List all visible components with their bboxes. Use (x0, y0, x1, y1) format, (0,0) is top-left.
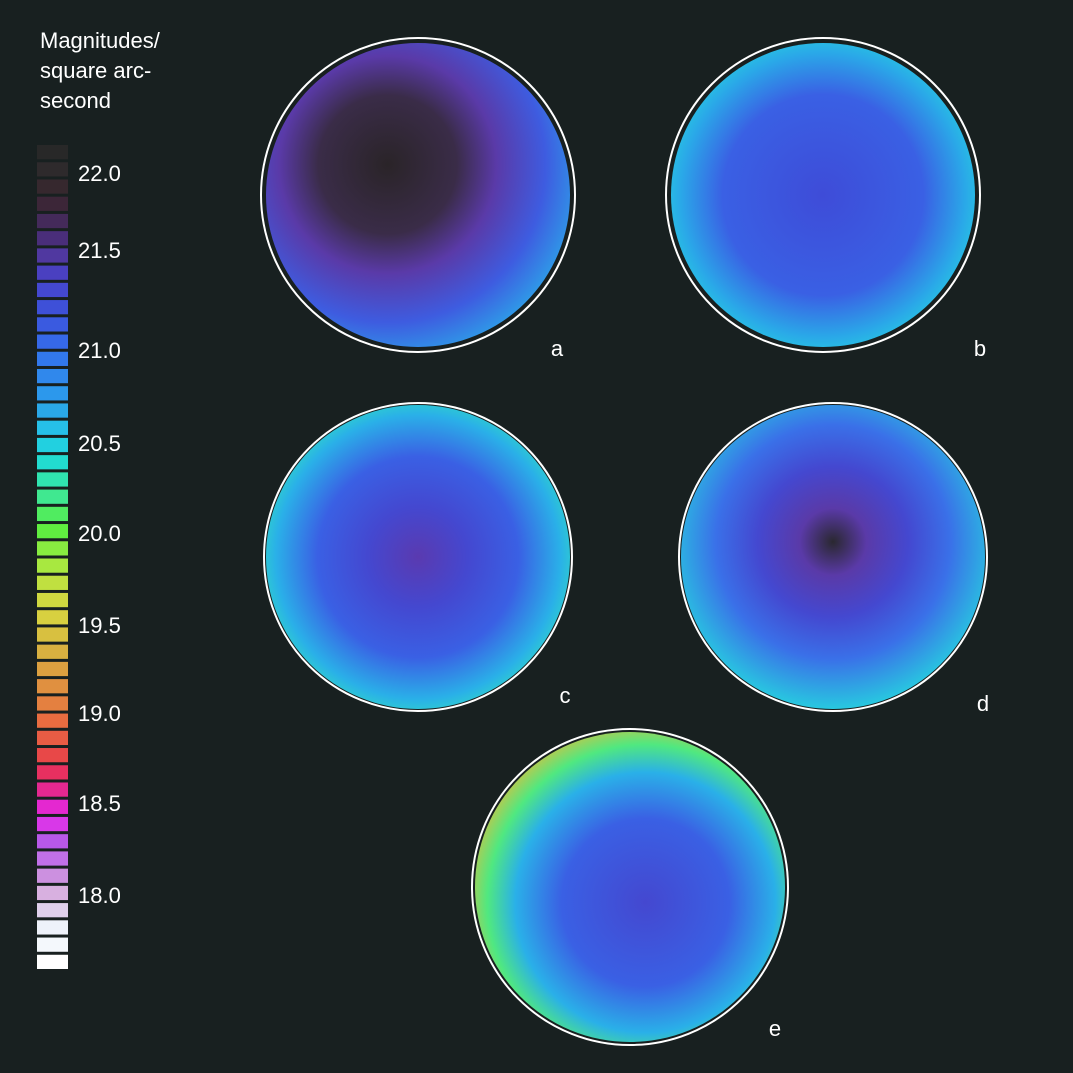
colorbar-swatch (37, 455, 68, 470)
panel-label: b (974, 336, 986, 361)
colorbar-swatch (37, 730, 68, 746)
colorbar-swatch (37, 472, 68, 487)
colorbar-label: 20.0 (78, 521, 121, 546)
sky-map (671, 43, 975, 347)
colorbar-swatch (37, 816, 68, 832)
sky-maps (260, 37, 988, 1046)
colorbar-swatch (37, 748, 68, 763)
sky-map (266, 43, 570, 347)
colorbar-swatch (37, 713, 68, 728)
colorbar-swatch (37, 231, 68, 246)
sky-map (266, 405, 570, 709)
colorbar-swatch (37, 300, 68, 315)
colorbar-label: 19.0 (78, 701, 121, 726)
colorbar-swatch (37, 575, 68, 590)
colorbar-swatch (37, 403, 68, 418)
panel-label: e (769, 1016, 781, 1041)
colorbar-swatch (37, 420, 68, 435)
panel-label: a (551, 336, 564, 361)
colorbar-swatch (37, 903, 68, 918)
horizon (665, 37, 981, 353)
colorbar-swatch (37, 524, 68, 539)
colorbar-swatch (37, 265, 68, 280)
colorbar-label: 18.5 (78, 791, 121, 816)
colorbar-swatch (37, 661, 68, 677)
colorbar-swatch (37, 834, 68, 849)
colorbar-swatch (37, 179, 68, 194)
colorbar-swatch (37, 386, 68, 401)
colorbar-swatch (37, 782, 68, 797)
horizon (471, 728, 789, 1046)
horizon (678, 402, 988, 712)
legend-title-line: Magnitudes/ (40, 28, 161, 53)
colorbar-swatch (37, 162, 68, 177)
colorbar-swatch (37, 506, 68, 522)
colorbar-swatch (37, 213, 68, 229)
sky-map (475, 732, 785, 1042)
horizon (263, 402, 573, 712)
colorbar-label: 21.5 (78, 238, 121, 263)
colorbar-swatch (37, 851, 68, 866)
colorbar-swatch (37, 937, 68, 952)
colorbar-swatch (37, 541, 68, 556)
sky-map (681, 405, 985, 709)
colorbar-swatch (37, 679, 68, 694)
colorbar-swatch (37, 196, 68, 211)
colorbar-swatch (37, 799, 68, 814)
colorbar-swatch (37, 489, 68, 504)
legend-title-line: second (40, 88, 111, 113)
panel-label: c (560, 683, 571, 708)
panel-label: d (977, 691, 989, 716)
colorbar-swatch (37, 351, 68, 366)
colorbar-swatch (37, 334, 68, 349)
colorbar-swatch (37, 368, 68, 384)
legend-title: Magnitudes/square arc-second (40, 28, 161, 113)
legend-title-line: square arc- (40, 58, 151, 83)
colorbar-swatch (37, 868, 68, 883)
panel-labels: a b c d e (551, 336, 989, 1041)
colorbar: 22.0 21.5 21.0 20.5 20.0 19.5 19.0 18.5 18.0 (37, 145, 121, 969)
colorbar-swatch (37, 145, 68, 160)
colorbar-label: 18.0 (78, 883, 121, 908)
colorbar-label: 21.0 (78, 338, 121, 363)
colorbar-swatch (37, 282, 68, 298)
colorbar-label: 22.0 (78, 161, 121, 186)
colorbar-label: 19.5 (78, 613, 121, 638)
colorbar-swatch (37, 765, 68, 780)
colorbar-swatch (37, 920, 68, 935)
colorbar-label: 20.5 (78, 431, 121, 456)
colorbar-swatch (37, 317, 68, 332)
colorbar-swatch (37, 248, 68, 263)
horizon (260, 37, 576, 353)
colorbar-swatch (37, 610, 68, 625)
colorbar-swatch (37, 592, 68, 608)
colorbar-swatch (37, 558, 68, 573)
colorbar-swatch (37, 954, 68, 969)
colorbar-swatch (37, 437, 68, 453)
colorbar-swatch (37, 644, 68, 659)
colorbar-swatch (37, 885, 68, 901)
colorbar-swatch (37, 696, 68, 711)
colorbar-swatch (37, 627, 68, 642)
